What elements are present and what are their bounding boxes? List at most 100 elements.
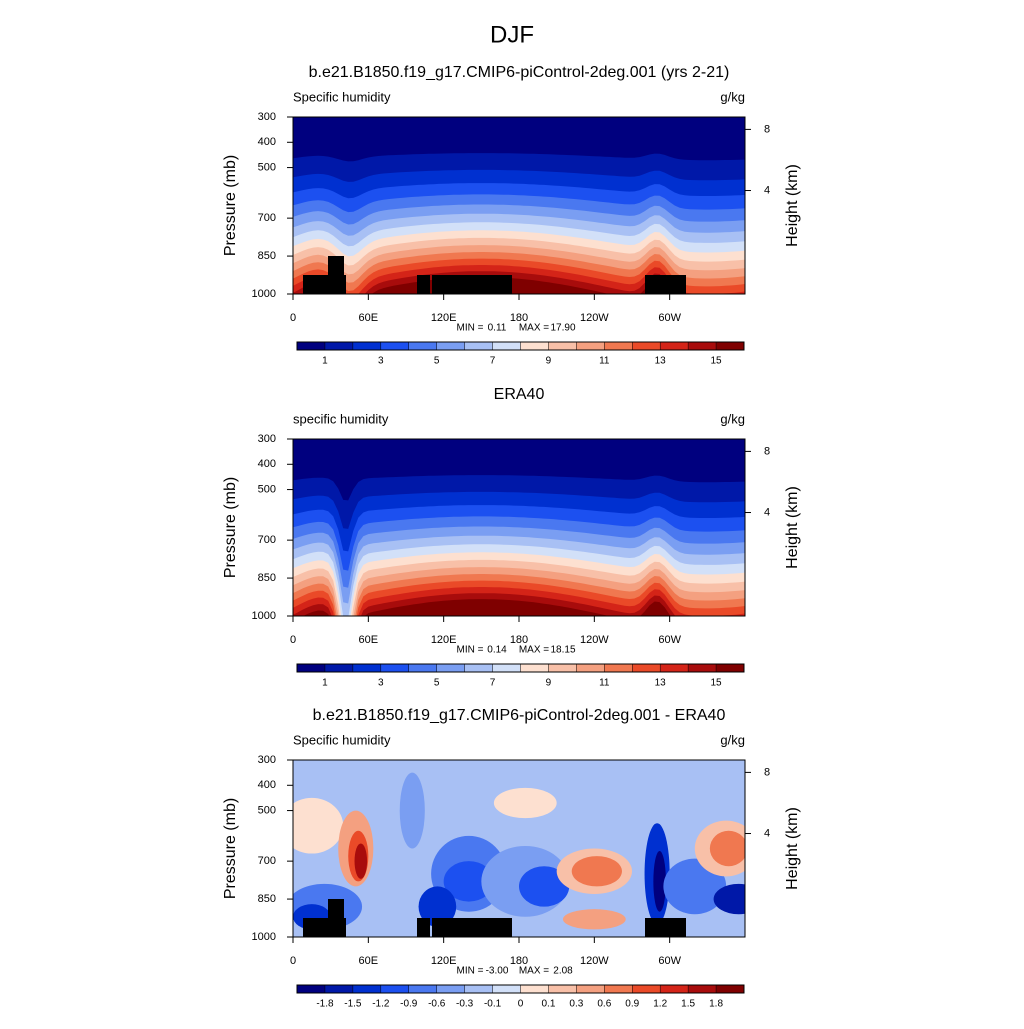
- y-tick-label: 1000: [252, 931, 276, 943]
- x-tick-label: 60W: [658, 634, 681, 646]
- y-axis-label: Pressure (mb): [222, 798, 239, 899]
- contour-blob: [713, 883, 745, 915]
- colorbar-cell: [464, 342, 493, 350]
- colorbar-label: -0.9: [400, 999, 418, 1010]
- colorbar-label: 0: [518, 999, 524, 1010]
- colorbar-label: -1.5: [344, 999, 362, 1010]
- colorbar-cell: [576, 342, 605, 350]
- stat-value: 18.15: [550, 645, 575, 656]
- subtitle-left: specific humidity: [293, 411, 389, 426]
- x-tick-label: 60W: [658, 312, 681, 324]
- y2-tick-label: 4: [764, 184, 770, 196]
- colorbar-label: -0.6: [428, 999, 446, 1010]
- contour-blob: [709, 830, 745, 867]
- colorbar-label: 13: [655, 678, 667, 689]
- colorbar-cell: [408, 342, 437, 350]
- colorbar-cell: [380, 342, 410, 350]
- colorbar-cell: [632, 664, 661, 672]
- terrain: [645, 275, 686, 294]
- colorbar-cell: [297, 985, 326, 993]
- colorbar-label: 3: [378, 678, 384, 689]
- y-tick-label: 700: [258, 212, 276, 224]
- colorbar-cell: [604, 342, 633, 350]
- terrain: [432, 918, 512, 937]
- colorbar-label: -0.1: [484, 999, 502, 1010]
- stat-name: MAX =: [519, 966, 549, 977]
- colorbar-cell: [492, 664, 521, 672]
- colorbar-label: 0.6: [597, 999, 611, 1010]
- y-tick-label: 850: [258, 572, 276, 584]
- x-tick-label: 0: [290, 312, 296, 324]
- colorbar-label: 11: [599, 356, 610, 367]
- colorbar-label: 15: [711, 356, 723, 367]
- stat-value: 2.08: [553, 966, 573, 977]
- colorbar-cell: [716, 664, 745, 672]
- colorbar-cell: [688, 985, 717, 993]
- colorbar-cell: [352, 342, 382, 350]
- colorbar-cell: [632, 985, 661, 993]
- x-tick-label: 180: [510, 955, 528, 967]
- y-tick-label: 400: [258, 458, 276, 470]
- colorbar-cell: [548, 985, 577, 993]
- terrain: [417, 275, 430, 294]
- colorbar-cell: [604, 664, 633, 672]
- x-tick-label: 0: [290, 955, 296, 967]
- colorbar-cell: [380, 664, 410, 672]
- y-tick-label: 500: [258, 161, 276, 173]
- stat-value: 0.11: [488, 323, 507, 334]
- y-tick-label: 850: [258, 250, 276, 262]
- colorbar-cell: [436, 664, 465, 672]
- stat-value: 17.90: [550, 323, 575, 334]
- x-tick-label: 120W: [580, 634, 609, 646]
- colorbar-label: 1.2: [653, 999, 667, 1010]
- contour-blob: [653, 851, 666, 912]
- colorbar-cell: [688, 664, 717, 672]
- colorbar-cell: [576, 985, 605, 993]
- colorbar-label: 5: [434, 678, 440, 689]
- colorbar-cell: [632, 342, 661, 350]
- stat-name: MIN =: [457, 645, 484, 656]
- colorbar-cell: [464, 664, 493, 672]
- stat-name: MIN =: [457, 323, 484, 334]
- contour-band: [303, 599, 671, 616]
- colorbar-label: 9: [546, 356, 552, 367]
- y-tick-label: 500: [258, 804, 276, 816]
- colorbar-cell: [464, 985, 493, 993]
- x-tick-label: 120E: [431, 955, 457, 967]
- colorbar-cell: [492, 985, 521, 993]
- colorbar-label: 11: [599, 678, 610, 689]
- stat-name: MAX =: [519, 323, 549, 334]
- colorbar-label: 1.8: [709, 999, 723, 1010]
- colorbar-cell: [660, 342, 689, 350]
- colorbar-cell: [408, 985, 437, 993]
- subtitle-right: g/kg: [720, 732, 745, 747]
- terrain: [417, 918, 430, 937]
- colorbar-cell: [520, 985, 549, 993]
- colorbar-label: 5: [434, 356, 440, 367]
- contour-blob: [418, 886, 457, 927]
- contour-field: [293, 439, 745, 616]
- contour-blob: [399, 772, 425, 849]
- colorbar-label: -1.2: [372, 999, 390, 1010]
- colorbar-label: 1: [322, 678, 328, 689]
- x-tick-label: 120E: [431, 312, 457, 324]
- colorbar-cell: [716, 342, 745, 350]
- stat-value: 0.14: [487, 645, 507, 656]
- subtitle-left: Specific humidity: [293, 732, 391, 747]
- terrain: [328, 256, 344, 275]
- stat-value: -3.00: [486, 966, 509, 977]
- colorbar-cell: [352, 985, 382, 993]
- x-tick-label: 120E: [431, 634, 457, 646]
- panel-title: b.e21.B1850.f19_g17.CMIP6-piControl-2deg…: [313, 707, 726, 724]
- y-tick-label: 300: [258, 433, 276, 445]
- colorbar-label: 0.3: [569, 999, 583, 1010]
- colorbar-cell: [548, 342, 577, 350]
- contour-blob: [293, 797, 344, 854]
- colorbar-cell: [492, 342, 521, 350]
- y-axis-label: Pressure (mb): [222, 155, 239, 256]
- x-tick-label: 180: [510, 634, 528, 646]
- colorbar-label: 7: [490, 356, 496, 367]
- x-tick-label: 60E: [359, 955, 379, 967]
